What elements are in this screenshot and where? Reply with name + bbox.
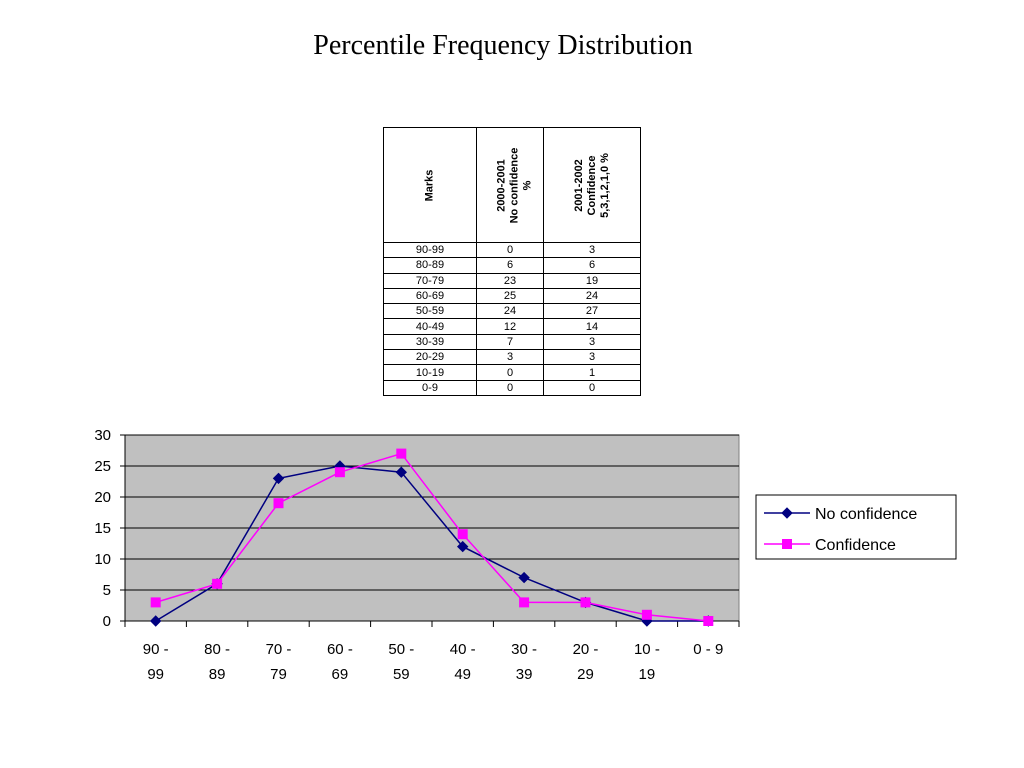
x-tick-label: 0 - 9 xyxy=(693,641,723,658)
table-row: 70-79 23 19 xyxy=(383,272,641,289)
x-tick-label: 10 - xyxy=(634,641,660,658)
x-tick-label: 90 - xyxy=(143,641,169,658)
data-point-confidence xyxy=(396,448,407,459)
legend-marker xyxy=(781,507,793,519)
table-row: 60-69 25 24 xyxy=(383,287,641,305)
data-point-confidence xyxy=(641,609,652,620)
x-tick-label: 79 xyxy=(270,666,287,683)
x-tick-label: 19 xyxy=(639,666,656,683)
data-point-confidence xyxy=(580,597,591,608)
marks-table: Marks 2000-2001 No confidence % 2001-200… xyxy=(383,127,641,396)
x-tick-label: 49 xyxy=(454,666,471,683)
x-tick-label: 20 - xyxy=(573,641,599,658)
x-tick-label: 59 xyxy=(393,666,410,683)
header-no-confidence: 2000-2001 No confidence % xyxy=(476,127,544,243)
data-point-confidence xyxy=(273,498,284,509)
table-row: 0-9 0 0 xyxy=(383,379,641,396)
table-cell: 0 xyxy=(543,379,641,396)
x-tick-label: 30 - xyxy=(511,641,537,658)
table-row: 20-29 3 3 xyxy=(383,349,641,366)
data-point-confidence xyxy=(457,529,468,540)
data-point-confidence xyxy=(150,597,161,608)
series-confidence-line xyxy=(155,452,709,622)
data-point-confidence xyxy=(212,578,223,589)
data-point-no-confidence xyxy=(395,466,408,478)
y-tick-label: 0 xyxy=(103,613,111,630)
x-tick-label: 80 - xyxy=(204,641,230,658)
y-tick-label: 20 xyxy=(94,489,111,506)
y-tick-label: 15 xyxy=(94,520,111,537)
data-point-confidence xyxy=(519,597,530,608)
header-marks: Marks xyxy=(383,127,477,243)
table-cell: 23 xyxy=(476,272,544,289)
table-row: 80-89 6 6 xyxy=(383,257,641,274)
table-row: 40-49 12 14 xyxy=(383,318,641,335)
x-tick-label: 40 - xyxy=(450,641,476,658)
data-point-confidence xyxy=(334,467,345,478)
legend-label: Confidence xyxy=(815,537,896,554)
series-no-confidence-line xyxy=(155,465,709,622)
x-tick-label: 99 xyxy=(147,666,164,683)
data-point-no-confidence xyxy=(149,615,162,627)
x-tick-label: 39 xyxy=(516,666,533,683)
table-cell: 40-49 xyxy=(383,318,477,335)
x-tick-label: 60 - xyxy=(327,641,353,658)
x-tick-label: 70 - xyxy=(266,641,292,658)
legend-marker xyxy=(782,539,792,549)
page-title: Percentile Frequency Distribution xyxy=(313,30,693,61)
table-row: 30-39 7 3 xyxy=(383,333,641,351)
table-cell: 50-59 xyxy=(383,303,477,320)
table-row: 10-19 0 1 xyxy=(383,364,641,381)
table-cell: 1 xyxy=(543,364,641,381)
y-tick-label: 30 xyxy=(94,427,111,444)
y-tick-label: 5 xyxy=(103,582,111,599)
data-point-no-confidence xyxy=(518,571,530,584)
y-tick-label: 10 xyxy=(94,551,111,568)
data-point-no-confidence xyxy=(272,472,285,485)
table-row: 90-99 0 3 xyxy=(383,241,641,259)
data-point-no-confidence xyxy=(456,540,469,553)
y-tick-label: 25 xyxy=(94,458,111,475)
x-tick-label: 89 xyxy=(209,666,226,683)
x-tick-label: 50 - xyxy=(388,641,414,658)
data-point-confidence xyxy=(703,616,714,626)
legend-label: No confidence xyxy=(815,506,917,523)
x-tick-label: 29 xyxy=(577,666,594,683)
x-tick-label: 69 xyxy=(332,666,349,683)
